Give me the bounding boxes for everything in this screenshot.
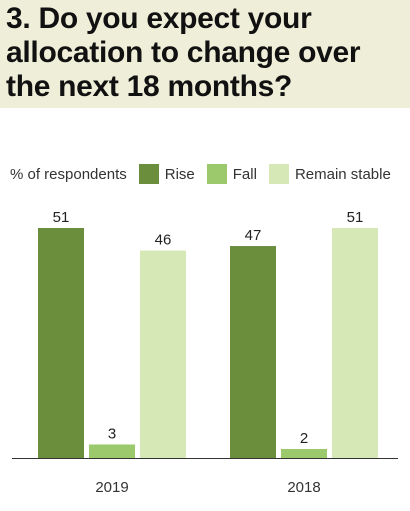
x-tick-label-2018: 2018 [287, 479, 320, 496]
data-label-rise-2018: 47 [245, 227, 262, 244]
chart-title: 3. Do you expect your allocation to chan… [6, 2, 361, 103]
bar-fall-2018 [281, 448, 327, 458]
bar-rise-2018 [230, 246, 276, 458]
bar-fall-2019 [89, 444, 135, 458]
legend-swatch-rise [138, 164, 159, 184]
bar-remain-stable-2019 [140, 250, 186, 458]
bar-rise-2019 [38, 228, 84, 458]
legend-label-remain-stable: Remain stable [294, 165, 391, 183]
legend-label-fall: Fall [232, 165, 257, 183]
unit-label: % of respondents [10, 165, 127, 183]
bar-remain-stable-2018 [332, 228, 378, 458]
title-panel: 3. Do you expect your allocation to chan… [0, 0, 410, 108]
data-label-remain-stable-2019: 46 [155, 232, 172, 249]
legend-swatch-remain-stable [268, 164, 289, 184]
data-label-fall-2018: 2 [300, 430, 308, 447]
data-label-fall-2019: 3 [108, 425, 116, 442]
data-label-remain-stable-2018: 51 [347, 209, 364, 226]
x-tick-label-2019: 2019 [95, 479, 128, 496]
legend: % of respondents Rise Fall Remain stable [10, 163, 403, 185]
legend-swatch-fall [206, 164, 227, 184]
data-label-rise-2019: 51 [53, 209, 70, 226]
legend-label-rise: Rise [164, 165, 195, 183]
